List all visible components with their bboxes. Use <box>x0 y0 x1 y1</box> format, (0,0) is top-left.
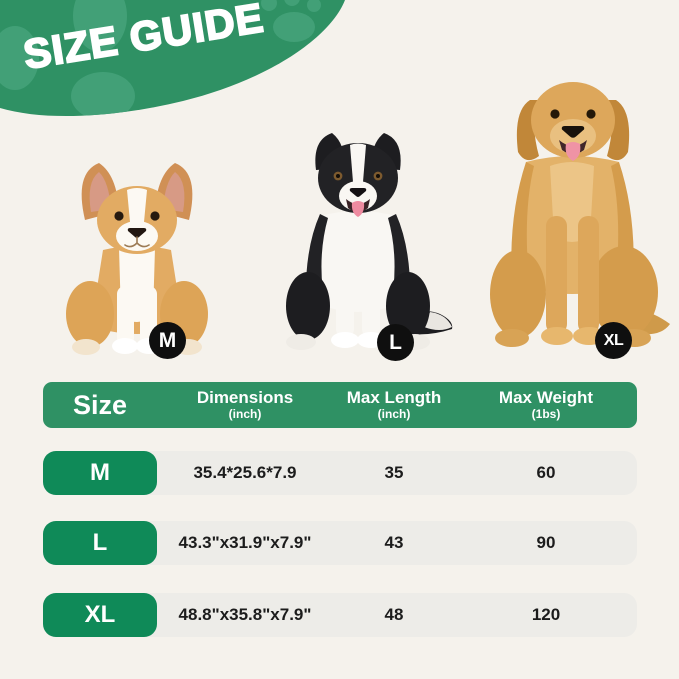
size-pill: M <box>43 451 157 495</box>
table-row: L 43.3"x31.9"x7.9" 43 90 <box>43 521 637 565</box>
max-length-value: 43 <box>384 533 404 552</box>
header-max-length: Max Length (inch) <box>346 388 442 422</box>
max-weight-value: 120 <box>531 605 561 624</box>
max-length-value: 48 <box>384 605 404 624</box>
banner-background <box>0 0 345 117</box>
table-row: XL 48.8"x35.8"x7.9" 48 120 <box>43 593 637 637</box>
corgi-dog-image <box>66 163 208 355</box>
table-row: M 35.4*25.6*7.9 35 60 <box>43 451 637 495</box>
paw-print-icon <box>0 0 321 117</box>
header-max-weight: Max Weight (1bs) <box>498 388 594 422</box>
max-weight-value: 90 <box>536 533 556 552</box>
dimensions-value: 35.4*25.6*7.9 <box>193 463 297 482</box>
header-size: Size <box>72 389 128 420</box>
dimensions-value: 48.8"x35.8"x7.9" <box>178 605 312 624</box>
header-dimensions: Dimensions (inch) <box>196 388 294 422</box>
size-pill: L <box>43 521 157 565</box>
size-badge-l: L <box>377 324 414 361</box>
max-length-value: 35 <box>384 463 404 482</box>
border-collie-dog-image <box>286 133 453 350</box>
size-badge-m: M <box>149 322 186 359</box>
golden-retriever-dog-image <box>490 82 670 347</box>
size-badge-xl: XL <box>595 322 632 359</box>
size-pill: XL <box>43 593 157 637</box>
size-table: Size Dimensions (inch) Max Length (inch)… <box>43 382 637 637</box>
max-weight-value: 60 <box>536 463 556 482</box>
dimensions-value: 43.3"x31.9"x7.9" <box>178 533 312 552</box>
table-header-row: Size Dimensions (inch) Max Length (inch)… <box>43 382 637 428</box>
